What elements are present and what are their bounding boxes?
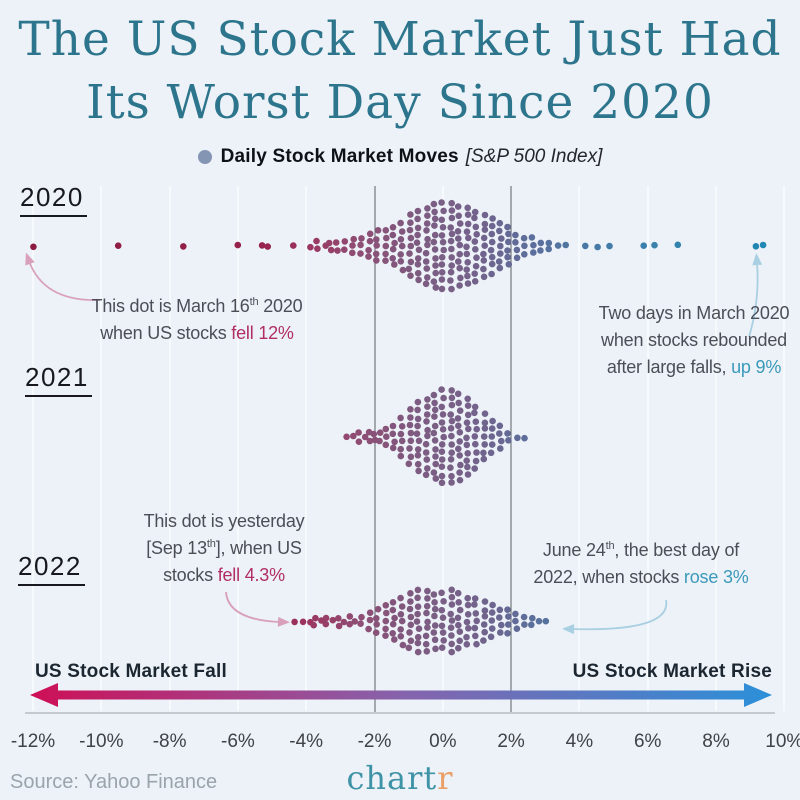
faint-gridline [236,186,239,711]
logo-accent: r [437,759,454,797]
title-line-1: The US Stock Market Just Had [18,12,782,67]
annotation-line: This dot is yesterday [143,511,305,531]
year-label-2021: 2021 [25,362,92,397]
annotation-line: after large falls, up 9% [606,357,782,377]
annotation-june-24-2022: June 24th, the best day of 2022, when sto… [533,537,748,591]
axis-tick: -8% [152,731,187,752]
annotation-line: 2022, when stocks rose 3% [533,567,749,587]
chartr-logo: chartr [0,759,800,797]
axis-tick: 2% [497,731,525,752]
faint-gridline [783,186,786,711]
year-label-2020: 2020 [20,182,87,217]
axis-tick: -6% [220,731,255,752]
annotation-march-2020-rebound: Two days in March 2020 when stocks reboun… [599,300,790,381]
reference-line-2pct [510,186,512,713]
faint-gridline [715,186,717,711]
axis-tick: -4% [289,731,324,752]
annotation-line: [Sep 13th], when US [146,538,302,558]
axis-tick: 6% [633,731,662,752]
annotation-line: when stocks rebounded [601,330,787,350]
fall-direction-label: US Stock Market Fall [35,661,227,682]
annotation-march-16-2020: This dot is March 16th 2020 when US stock… [92,293,303,347]
source-credit: Source: Yahoo Finance [10,771,218,793]
faint-gridline [32,186,34,711]
annotation-line: This dot is March 16th 2020 [91,296,303,316]
legend-dot-icon [197,150,212,164]
annotation-sep-13-2022: This dot is yesterday [Sep 13th], when US… [144,508,305,589]
annotation-line: Two days in March 2020 [598,303,790,323]
faint-gridline [100,186,103,711]
axis-tick: 4% [565,731,594,752]
faint-gridline [646,186,649,711]
year-label-2022: 2022 [18,551,85,586]
logo-main: chart [346,759,438,797]
legend: Daily Stock Market Moves [S&P 500 Index] [0,146,800,168]
axis-tick: 8% [702,731,730,752]
title-line-2: Its Worst Day Since 2020 [86,75,714,130]
axis-tick: -10% [79,731,124,752]
legend-index-note: [S&P 500 Index] [465,146,603,167]
faint-gridline [578,186,581,711]
reference-line--2pct [374,186,375,713]
x-axis-line [25,712,775,714]
faint-gridline [168,186,171,711]
axis-tick: 0% [429,731,457,752]
annotation-line: stocks fell 4.3% [163,565,285,585]
axis-tick: -12% [10,731,56,752]
axis-tick: 10% [765,731,800,752]
page-title: The US Stock Market Just Had Its Worst D… [0,8,800,134]
rise-direction-label: US Stock Market Rise [572,661,772,682]
annotation-line: June 24th, the best day of [542,540,740,560]
faint-gridline [305,186,308,711]
annotation-line: when US stocks fell 12% [100,323,294,343]
axis-tick: -2% [357,731,392,752]
legend-label: Daily Stock Market Moves [220,146,459,167]
